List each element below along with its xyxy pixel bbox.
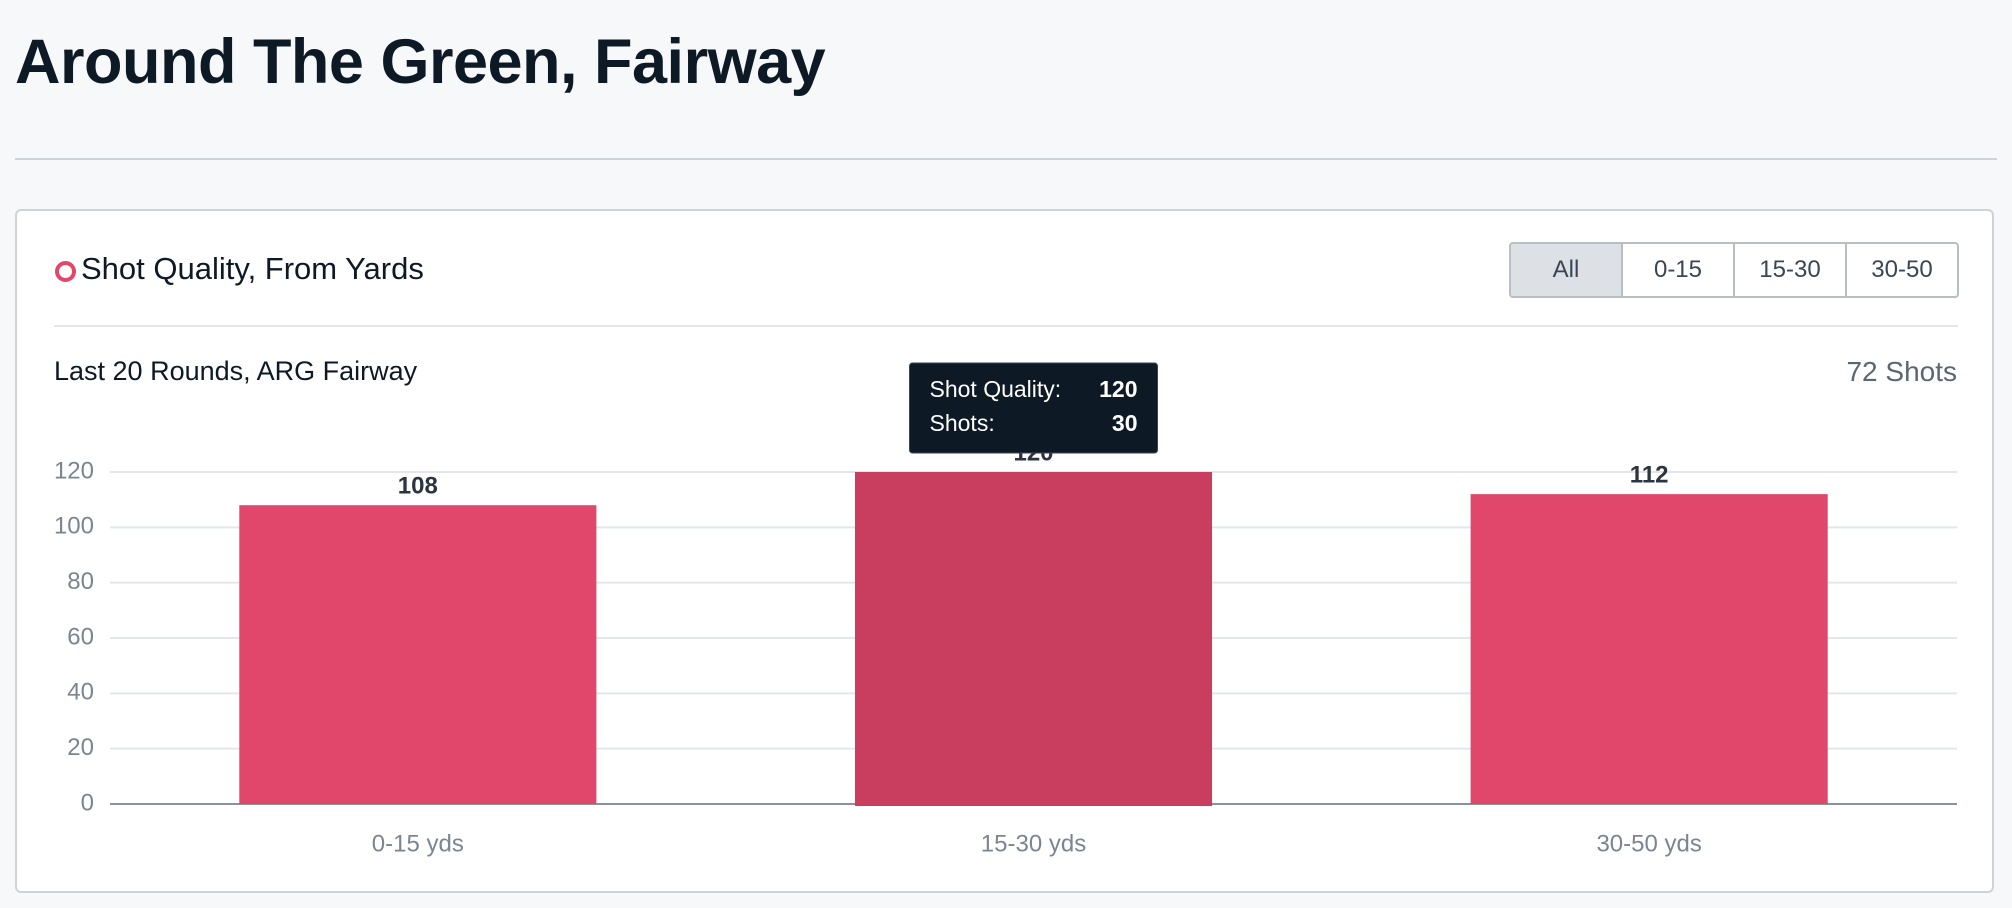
x-tick-label: 0-15 yds [372,830,464,857]
filter-group: All 0-15 15-30 30-50 [1509,242,1959,298]
filter-button[interactable]: 0-15 [1621,244,1733,296]
separator [54,325,1958,327]
tooltip-value: 120 [1099,376,1137,402]
y-tick-label: 0 [81,789,94,816]
icon [55,261,76,282]
x-tick-label: 15-30 yds [981,830,1086,857]
y-tick-label: 20 [67,734,94,761]
card-title: Shot Quality, From Yards [81,251,424,286]
tooltip-label: Shots: [930,410,995,436]
filter-button[interactable]: 30-50 [1845,244,1957,296]
data-label: 112 [1630,461,1669,488]
filter-button[interactable]: All [1511,244,1621,296]
bar [239,505,597,804]
x-tick-label: 30-50 yds [1596,830,1701,857]
tooltip-value: 30 [1112,410,1138,436]
bar [854,472,1213,806]
filter-button[interactable]: 15-30 [1733,244,1845,296]
page-title: Around The Green, Fairway [15,27,826,97]
y-tick-label: 100 [54,513,94,540]
shot-count: 72 Shots [1846,356,1957,387]
tooltip [909,362,1158,454]
y-tick-label: 120 [54,457,94,484]
divider [15,158,1997,160]
subtitle: Last 20 Rounds, ARG Fairway [54,356,418,386]
tooltip-label: Shot Quality: [930,376,1062,402]
y-tick-label: 40 [67,679,94,706]
bar [1470,494,1828,804]
y-tick-label: 60 [67,623,94,650]
data-label: 108 [398,473,438,500]
y-tick-label: 80 [67,568,94,595]
